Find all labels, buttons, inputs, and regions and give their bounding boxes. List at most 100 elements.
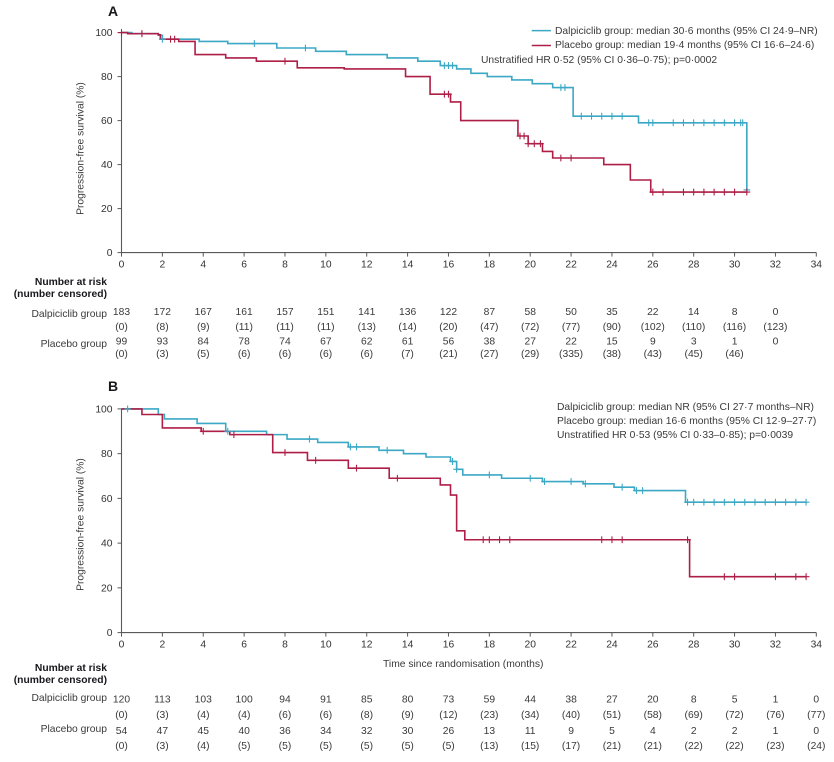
svg-text:(3): (3)	[156, 349, 169, 360]
svg-text:45: 45	[198, 726, 210, 737]
svg-text:4: 4	[650, 726, 656, 737]
svg-text:8: 8	[282, 260, 288, 271]
svg-text:30: 30	[402, 726, 414, 737]
svg-text:18: 18	[484, 260, 496, 271]
svg-text:(21): (21)	[439, 349, 457, 360]
svg-text:136: 136	[399, 307, 416, 318]
svg-text:80: 80	[101, 449, 113, 460]
svg-text:16: 16	[443, 640, 455, 651]
svg-text:87: 87	[484, 307, 496, 318]
svg-text:26: 26	[443, 726, 455, 737]
svg-text:14: 14	[402, 640, 414, 651]
svg-text:18: 18	[484, 640, 496, 651]
svg-text:(15): (15)	[521, 741, 539, 752]
svg-text:151: 151	[317, 307, 334, 318]
svg-text:22: 22	[647, 307, 659, 318]
svg-text:0: 0	[773, 307, 779, 318]
svg-text:(0): (0)	[115, 349, 128, 360]
svg-text:32: 32	[770, 260, 782, 271]
svg-text:(29): (29)	[521, 349, 539, 360]
svg-text:1: 1	[773, 695, 779, 706]
svg-text:(21): (21)	[603, 741, 621, 752]
svg-text:2: 2	[160, 260, 166, 271]
svg-text:122: 122	[440, 307, 457, 318]
svg-text:(5): (5)	[320, 741, 333, 752]
svg-text:(116): (116)	[723, 322, 746, 333]
svg-text:(335): (335)	[559, 349, 583, 360]
svg-text:0: 0	[119, 640, 125, 651]
svg-text:(51): (51)	[603, 710, 621, 721]
svg-text:(77): (77)	[807, 710, 825, 721]
svg-text:94: 94	[279, 695, 291, 706]
svg-text:20: 20	[101, 583, 113, 594]
svg-text:30: 30	[729, 260, 741, 271]
svg-text:100: 100	[236, 695, 253, 706]
svg-text:2: 2	[691, 726, 697, 737]
svg-text:54: 54	[116, 726, 128, 737]
svg-text:12: 12	[361, 640, 373, 651]
svg-text:44: 44	[524, 695, 536, 706]
svg-text:(76): (76)	[766, 710, 784, 721]
svg-text:(45): (45)	[685, 349, 703, 360]
svg-text:0: 0	[773, 336, 779, 347]
svg-text:(0): (0)	[115, 322, 128, 333]
svg-text:(38): (38)	[603, 349, 621, 360]
svg-text:(27): (27)	[480, 349, 498, 360]
svg-text:59: 59	[484, 695, 496, 706]
svg-text:80: 80	[402, 695, 414, 706]
svg-text:(9): (9)	[197, 322, 210, 333]
svg-text:(5): (5)	[401, 741, 414, 752]
svg-text:56: 56	[443, 336, 455, 347]
svg-text:(72): (72)	[725, 710, 743, 721]
svg-text:(17): (17)	[562, 741, 580, 752]
svg-text:(0): (0)	[115, 710, 128, 721]
svg-text:(14): (14)	[398, 322, 416, 333]
svg-text:(90): (90)	[603, 322, 621, 333]
svg-text:(11): (11)	[317, 322, 335, 333]
svg-text:8: 8	[691, 695, 697, 706]
svg-text:(6): (6)	[279, 710, 292, 721]
svg-text:61: 61	[402, 336, 414, 347]
svg-text:28: 28	[688, 260, 700, 271]
svg-text:4: 4	[200, 260, 206, 271]
svg-text:(3): (3)	[156, 741, 169, 752]
svg-text:27: 27	[606, 695, 618, 706]
svg-text:172: 172	[154, 307, 171, 318]
svg-text:(3): (3)	[156, 710, 169, 721]
svg-text:20: 20	[524, 260, 536, 271]
svg-text:24: 24	[606, 640, 618, 651]
svg-text:32: 32	[361, 726, 373, 737]
svg-text:(4): (4)	[197, 710, 210, 721]
svg-text:103: 103	[195, 695, 212, 706]
svg-text:40: 40	[238, 726, 250, 737]
svg-text:84: 84	[198, 336, 210, 347]
svg-text:11: 11	[525, 726, 536, 737]
svg-text:0: 0	[107, 248, 113, 259]
svg-text:4: 4	[200, 640, 206, 651]
svg-text:(123): (123)	[763, 322, 787, 333]
svg-text:50: 50	[565, 307, 577, 318]
svg-text:0: 0	[813, 695, 819, 706]
svg-text:38: 38	[484, 336, 496, 347]
svg-text:(6): (6)	[238, 349, 251, 360]
svg-text:(0): (0)	[115, 741, 128, 752]
svg-text:(47): (47)	[480, 322, 498, 333]
svg-text:(5): (5)	[360, 741, 373, 752]
svg-text:(110): (110)	[682, 322, 705, 333]
svg-text:74: 74	[279, 336, 291, 347]
svg-text:16: 16	[443, 260, 455, 271]
svg-text:(4): (4)	[197, 741, 210, 752]
svg-text:1: 1	[732, 336, 738, 347]
svg-text:2: 2	[160, 640, 166, 651]
svg-text:20: 20	[101, 204, 113, 215]
svg-text:12: 12	[361, 260, 373, 271]
svg-text:(13): (13)	[480, 741, 498, 752]
svg-text:24: 24	[606, 260, 618, 271]
svg-text:5: 5	[609, 726, 615, 737]
svg-text:100: 100	[95, 405, 112, 416]
svg-text:161: 161	[236, 307, 253, 318]
svg-text:0: 0	[107, 628, 113, 639]
svg-text:(8): (8)	[156, 322, 169, 333]
svg-text:22: 22	[565, 260, 577, 271]
svg-text:15: 15	[606, 336, 618, 347]
